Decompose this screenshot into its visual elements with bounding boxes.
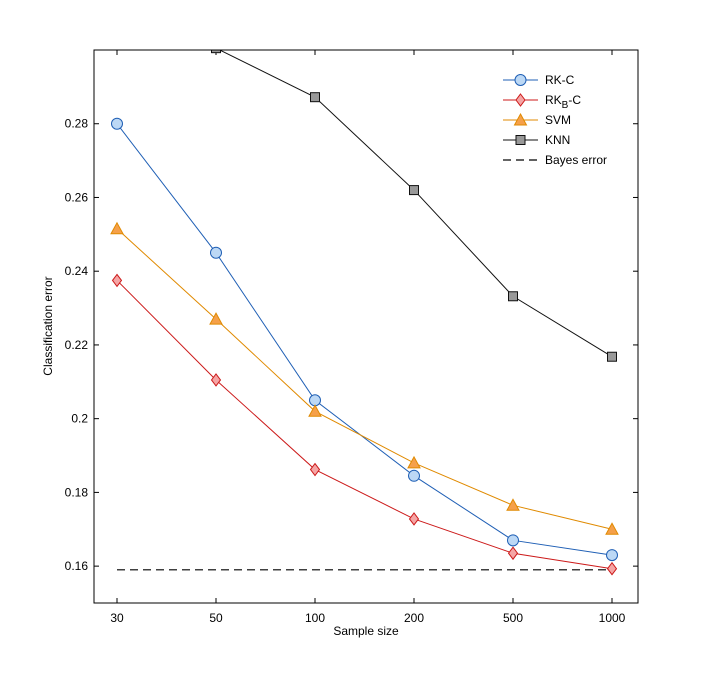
legend-label-rk-c: RK-C xyxy=(545,73,575,87)
point-rk-c xyxy=(309,394,321,407)
series-line-rkb-c xyxy=(116,280,613,570)
y-tick-label: 0.16 xyxy=(65,559,89,573)
x-tick-label: 30 xyxy=(110,611,124,625)
plot-area xyxy=(94,50,638,603)
legend-label-main: RK xyxy=(545,73,562,87)
point-knn xyxy=(310,92,320,103)
x-tick-label: 200 xyxy=(404,611,424,625)
series-line-svm xyxy=(116,228,613,530)
point-rkb-c xyxy=(507,546,519,561)
legend-marker-knn xyxy=(515,135,526,145)
y-tick-label: 0.28 xyxy=(65,117,89,131)
point-svm xyxy=(506,498,520,511)
legend-label-main: SVM xyxy=(545,113,571,127)
point-rk-c xyxy=(111,117,123,130)
plot-frame xyxy=(93,49,639,604)
series-line-knn xyxy=(218,50,613,358)
point-svm xyxy=(209,312,223,325)
y-tick-label: 0.22 xyxy=(65,338,89,352)
legend-marker-svm xyxy=(513,112,528,126)
point-rk-c xyxy=(606,549,618,562)
x-tick-label: 100 xyxy=(305,611,325,625)
legend-label-rkb-c: RKB-C xyxy=(545,93,581,111)
legend-label-knn: KNN xyxy=(545,133,570,147)
legend-label-svm: SVM xyxy=(545,113,571,127)
point-rk-c xyxy=(210,246,222,259)
legend-label-sub: B xyxy=(562,100,569,111)
y-tick-label: 0.18 xyxy=(65,485,89,499)
point-svm xyxy=(605,522,619,535)
legend-marker-rkb-c xyxy=(515,93,526,107)
y-tick-label: 0.2 xyxy=(71,412,88,426)
legend-marker-rk-c xyxy=(514,74,527,86)
point-rk-c xyxy=(507,534,519,547)
point-knn xyxy=(508,291,518,302)
x-axis-label: Sample size xyxy=(333,624,399,638)
x-tick-label: 1000 xyxy=(599,611,626,625)
legend-label-tail: -C xyxy=(568,93,581,107)
legend-label-main: RK xyxy=(545,93,562,107)
legend-label-main: KNN xyxy=(545,133,570,147)
point-svm xyxy=(110,221,124,235)
point-svm xyxy=(308,404,322,417)
point-rk-c xyxy=(408,469,420,482)
y-tick-label: 0.24 xyxy=(65,264,89,278)
point-knn xyxy=(607,351,617,362)
point-rkb-c xyxy=(210,373,222,387)
point-rkb-c xyxy=(111,273,123,288)
x-tick-label: 50 xyxy=(209,611,223,625)
series-line-rk-c xyxy=(116,123,613,556)
x-tick-label: 500 xyxy=(503,611,523,625)
point-knn xyxy=(409,185,419,196)
y-tick-label: 0.26 xyxy=(65,190,89,204)
legend-label-bayes-error: Bayes error xyxy=(545,153,607,167)
point-rkb-c xyxy=(309,462,321,477)
legend-label-tail: -C xyxy=(562,73,575,87)
point-svm xyxy=(407,455,421,469)
point-rkb-c xyxy=(408,512,420,526)
point-rkb-c xyxy=(606,561,618,576)
point-knn xyxy=(211,50,221,54)
y-axis-label: Classification error xyxy=(41,276,55,375)
